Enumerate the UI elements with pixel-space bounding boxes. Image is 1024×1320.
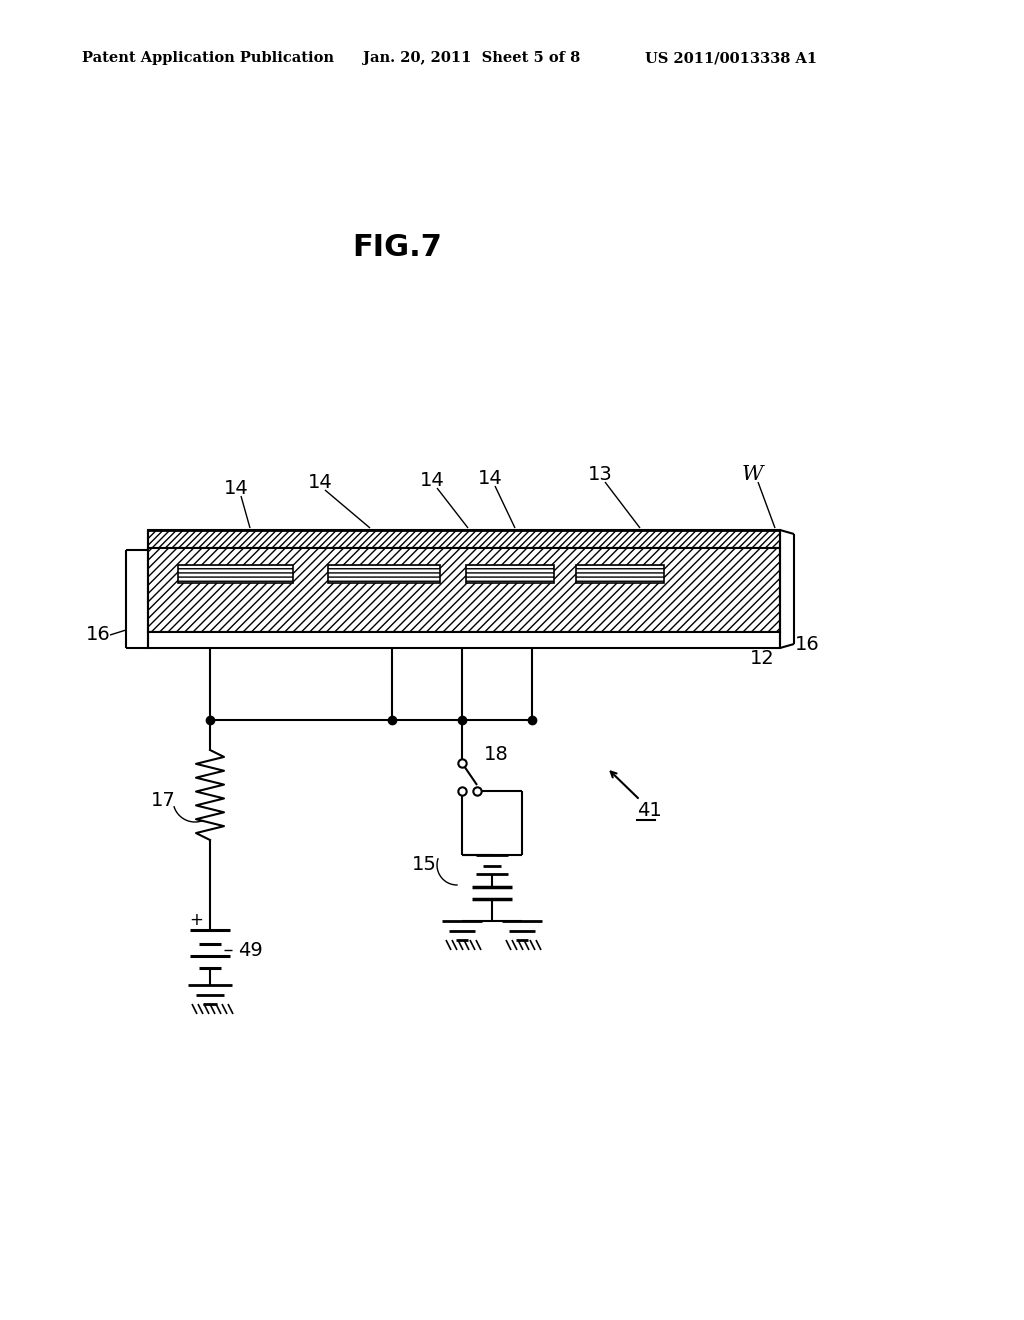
Text: 14: 14 — [307, 473, 333, 491]
Text: 15: 15 — [412, 855, 437, 874]
Text: 41: 41 — [637, 800, 662, 820]
Text: 16: 16 — [86, 626, 111, 644]
Text: 14: 14 — [223, 479, 249, 498]
Bar — [148, 632, 780, 648]
Text: Jan. 20, 2011  Sheet 5 of 8: Jan. 20, 2011 Sheet 5 of 8 — [362, 51, 581, 65]
Bar — [466, 565, 554, 583]
Text: 13: 13 — [588, 465, 612, 483]
Text: 17: 17 — [152, 791, 176, 809]
Text: FIG.7: FIG.7 — [352, 234, 442, 263]
Text: 49: 49 — [238, 940, 263, 960]
Text: 12: 12 — [750, 648, 775, 668]
Bar — [575, 565, 664, 583]
Text: 14: 14 — [420, 470, 444, 490]
Bar — [328, 565, 440, 583]
Text: W: W — [741, 465, 763, 483]
Text: 14: 14 — [477, 469, 503, 487]
Text: 16: 16 — [795, 635, 820, 653]
Text: Patent Application Publication: Patent Application Publication — [82, 51, 334, 65]
Bar — [178, 565, 293, 583]
Text: 18: 18 — [484, 746, 509, 764]
Bar — [148, 531, 780, 548]
Bar — [148, 548, 780, 632]
Text: US 2011/0013338 A1: US 2011/0013338 A1 — [645, 51, 817, 65]
Text: +: + — [189, 911, 203, 929]
